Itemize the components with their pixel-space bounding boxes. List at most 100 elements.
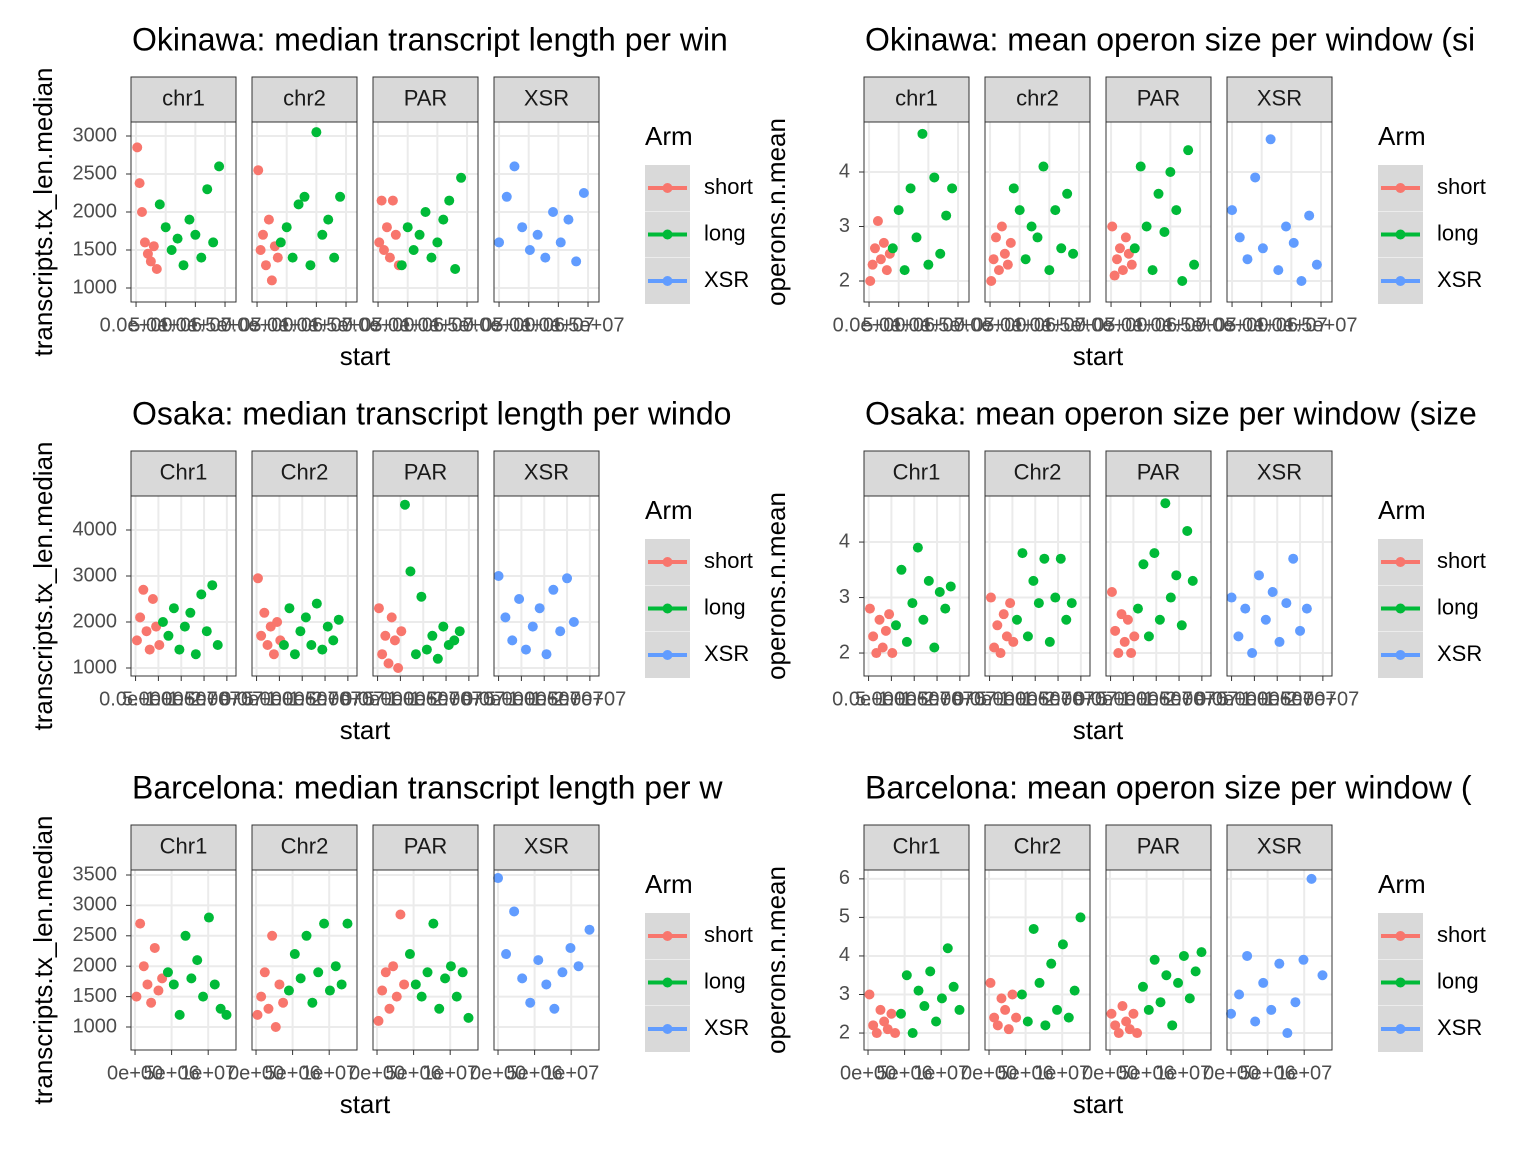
x-tick-label: 1.0e+07	[522, 314, 595, 336]
point	[1129, 243, 1140, 254]
point	[1317, 970, 1328, 981]
point	[1020, 254, 1031, 265]
point	[514, 593, 525, 604]
point	[1062, 188, 1073, 199]
y-tick-label: 3500	[73, 863, 118, 885]
point	[907, 598, 918, 609]
point	[186, 973, 197, 984]
point	[142, 979, 153, 990]
y-tick-label: 6	[839, 867, 850, 889]
point	[878, 237, 889, 248]
y-axis-label: operons.n.mean	[761, 118, 791, 306]
point	[884, 609, 895, 620]
point	[154, 199, 165, 210]
x-tick-label: 2.0e+07	[432, 688, 505, 710]
point	[1184, 993, 1195, 1004]
strip-label: Chr1	[893, 459, 941, 484]
point	[142, 248, 153, 259]
point	[935, 248, 946, 259]
point	[399, 499, 410, 510]
strip	[130, 76, 237, 123]
point	[1267, 586, 1278, 597]
point	[390, 229, 401, 240]
x-tick-label: 1e+07	[1034, 1062, 1090, 1084]
point	[985, 592, 996, 603]
point	[501, 949, 512, 960]
y-tick-label: 2	[839, 1021, 850, 1043]
point	[278, 997, 289, 1008]
strip-label: XSR	[524, 833, 569, 858]
x-tick-label: 0.0e+00	[1074, 688, 1147, 710]
point	[260, 260, 271, 271]
point	[272, 252, 283, 263]
point	[940, 603, 951, 614]
point	[527, 621, 538, 632]
x-tick-label: 1.5e+07	[922, 314, 995, 336]
point	[157, 616, 168, 627]
point	[330, 961, 341, 972]
point	[293, 199, 304, 210]
y-tick-label: 4	[839, 944, 850, 966]
point	[864, 603, 875, 614]
point	[307, 997, 318, 1008]
point	[1005, 598, 1016, 609]
legend-dot	[1395, 183, 1406, 193]
legend-label: XSR	[704, 267, 749, 292]
x-tick-label: 0.0e+00	[221, 314, 294, 336]
legend-label: XSR	[1437, 267, 1482, 292]
facet: PAR 0.0e+005.0e+061.0e+071.5e+072.0e+07	[1074, 450, 1238, 710]
point	[954, 1004, 965, 1015]
x-tick-label: 5e+06	[1119, 1062, 1175, 1084]
point	[438, 621, 449, 632]
point	[996, 993, 1007, 1004]
x-tick-label: 0e+00	[228, 1062, 284, 1084]
legend-dot	[662, 603, 673, 614]
strip-label: Chr1	[160, 833, 208, 858]
point	[1032, 232, 1043, 243]
point	[517, 222, 528, 233]
point	[1040, 1020, 1051, 1031]
point	[196, 252, 207, 263]
point	[416, 591, 427, 602]
y-tick-label: 2000	[73, 954, 118, 976]
point	[1183, 145, 1194, 156]
x-tick-label: 5.0e+06	[250, 314, 323, 336]
plot: Barcelona: median transcript length per …	[28, 769, 753, 1118]
x-tick-label: 5.0e+06	[485, 688, 558, 710]
y-tick-label: 4	[839, 530, 850, 552]
point	[868, 631, 879, 642]
x-tick-label: 0e+00	[107, 1062, 163, 1084]
point	[1171, 205, 1182, 216]
x-tick-label: 0e+00	[349, 1062, 405, 1084]
x-tick-label: 0.0e+00	[1075, 314, 1148, 336]
x-tick-label: 1.0e+07	[1134, 314, 1207, 336]
strip-label: chr2	[283, 85, 326, 110]
point	[877, 642, 888, 653]
point	[179, 621, 190, 632]
point	[1022, 1016, 1033, 1027]
strip-label: PAR	[1137, 85, 1181, 110]
point	[1196, 947, 1207, 958]
point	[135, 612, 146, 623]
point	[500, 612, 511, 623]
plot-body: Osaka: mean operon size per window (size…	[761, 395, 1486, 744]
point	[532, 229, 543, 240]
point	[929, 172, 940, 183]
point	[463, 1012, 474, 1023]
point	[887, 243, 898, 254]
legend-dot	[662, 183, 673, 193]
strip	[1226, 450, 1333, 497]
point	[1126, 259, 1137, 270]
point	[907, 1028, 918, 1039]
point	[160, 222, 171, 233]
point	[1132, 1028, 1143, 1039]
point	[1113, 648, 1124, 659]
strip	[863, 450, 970, 497]
strip-label: PAR	[404, 833, 448, 858]
x-tick-label: 0.0e+00	[953, 688, 1026, 710]
point	[1301, 603, 1312, 614]
point	[301, 930, 312, 941]
strip-label: XSR	[1257, 85, 1302, 110]
strip	[493, 76, 600, 123]
